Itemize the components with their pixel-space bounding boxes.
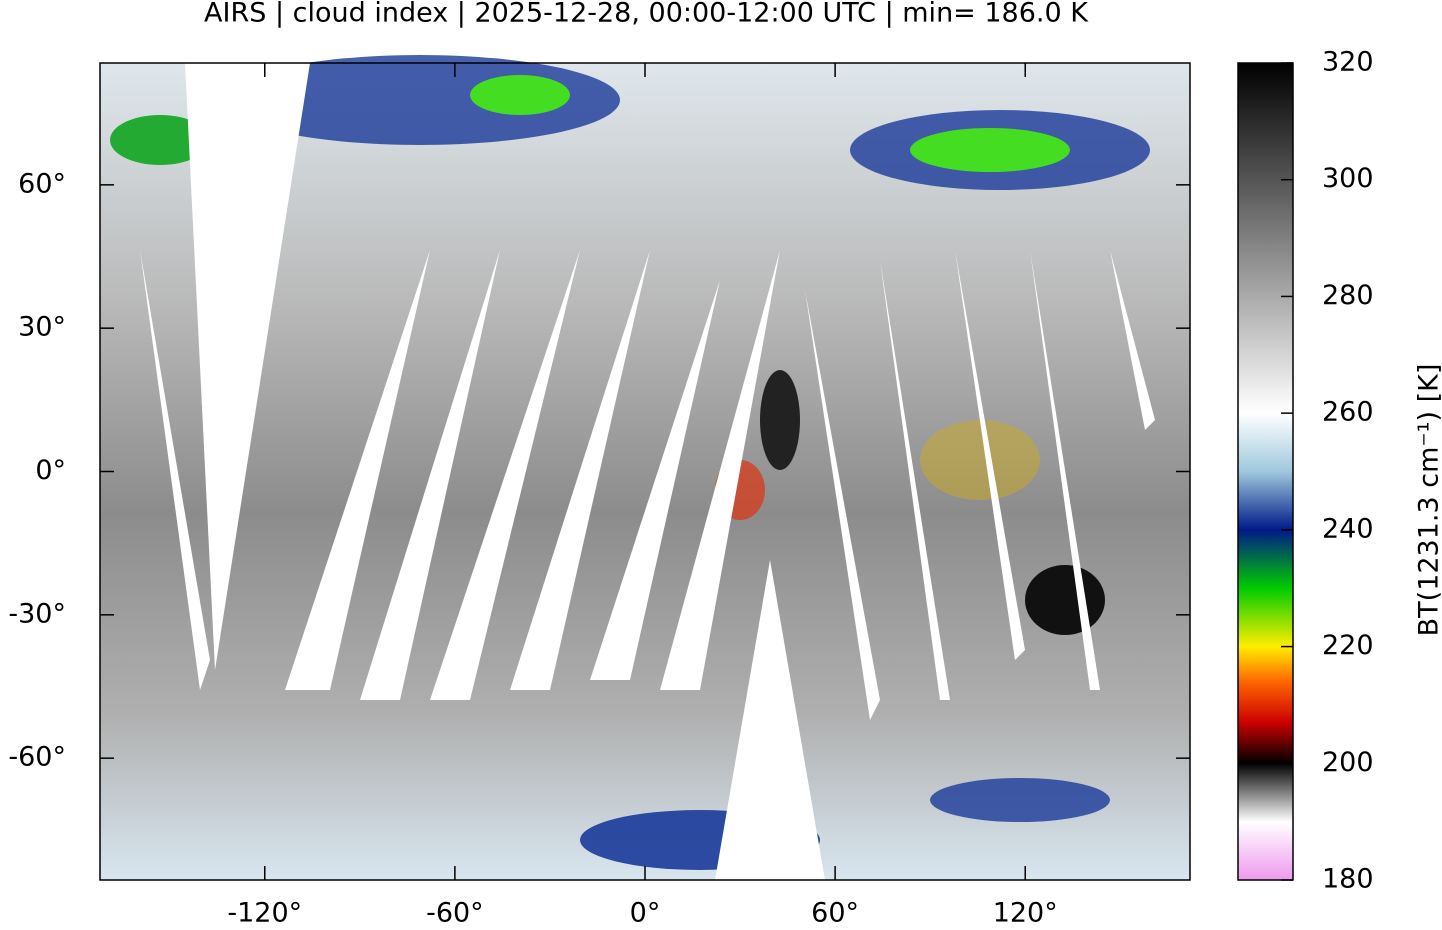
colorbar-tick-label: 200 [1322, 747, 1374, 778]
y-tick-label: 30° [18, 312, 66, 343]
x-tick-label: -120° [227, 898, 302, 929]
colorbar-tick-label: 260 [1322, 397, 1374, 428]
colorbar-tick-label: 300 [1322, 163, 1374, 194]
colorbar-tick-label: 240 [1322, 513, 1374, 544]
y-tick-label: -30° [8, 598, 66, 629]
colorbar-tick-label: 280 [1322, 280, 1374, 311]
colorbar-label: BT(1231.3 cm⁻¹) [K] [1414, 364, 1442, 637]
colorbar-tick-label: 320 [1322, 47, 1374, 78]
colorbar-tick-label: 180 [1322, 864, 1374, 895]
x-tick-label: 120° [993, 898, 1058, 929]
colorbar-tick-label: 220 [1322, 630, 1374, 661]
y-tick-label: 60° [18, 168, 66, 199]
x-tick-label: -60° [426, 898, 484, 929]
map-image [100, 55, 1190, 880]
colorbar [1237, 62, 1294, 881]
y-tick-label: 0° [35, 455, 66, 486]
x-tick-label: 60° [811, 898, 859, 929]
y-tick-label: -60° [8, 742, 66, 773]
x-tick-label: 0° [630, 898, 661, 929]
chart-title: AIRS | cloud index | 2025-12-28, 00:00-1… [204, 0, 1089, 29]
